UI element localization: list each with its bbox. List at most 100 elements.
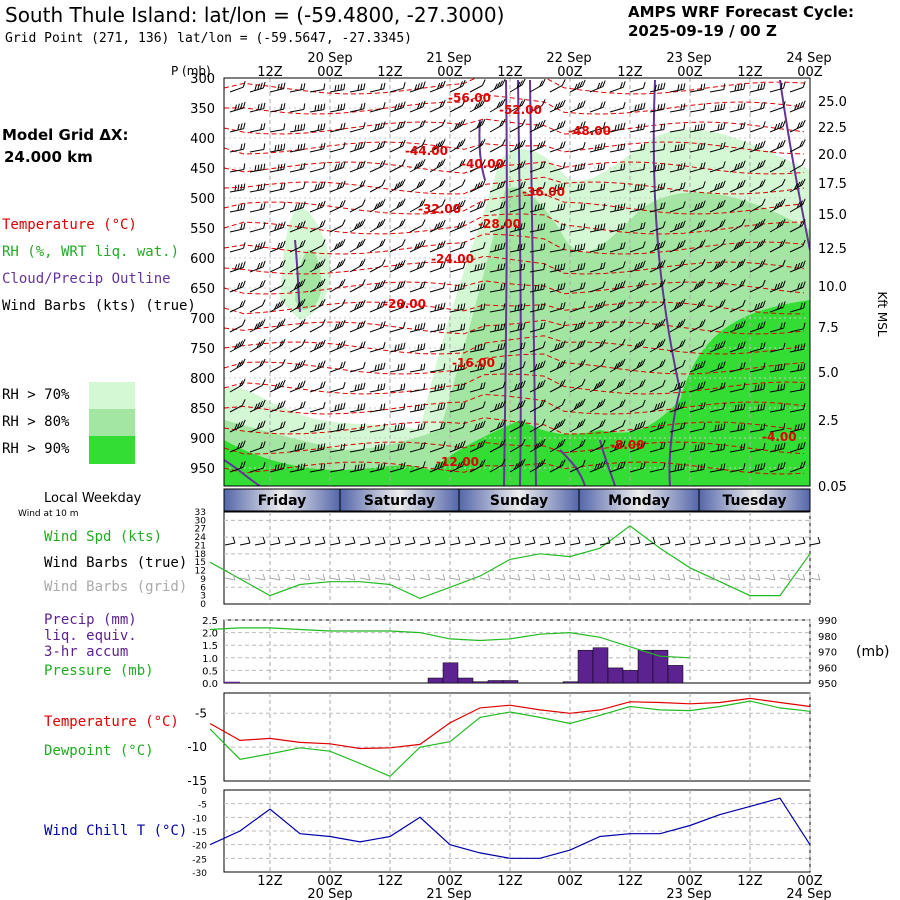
grid-wind-barb-flag xyxy=(397,573,401,581)
kft-tick-label: 12.5 xyxy=(818,242,847,257)
wind-barb xyxy=(409,383,426,393)
wind-barb xyxy=(369,179,386,193)
wind-barb xyxy=(749,423,766,433)
wind-barb xyxy=(509,399,526,413)
wind-barb xyxy=(629,441,646,453)
wind-barb xyxy=(689,298,706,313)
wind-barb xyxy=(469,118,486,133)
rh-shading-4 xyxy=(224,300,810,486)
wind-barb xyxy=(609,222,626,233)
wind-barb xyxy=(269,421,286,433)
wind-barb xyxy=(769,101,786,113)
grid-wind-barb-flag xyxy=(412,573,416,581)
wind-barb xyxy=(749,102,766,113)
wind-barb xyxy=(469,221,486,233)
wind-barb xyxy=(449,402,466,413)
wind-barb xyxy=(669,463,686,473)
temp-contour-label: -20.00 xyxy=(383,297,426,311)
wind-barb xyxy=(289,220,306,233)
wind-barb xyxy=(769,139,786,153)
wind-barb xyxy=(409,363,426,373)
temp-contour-label: -24.00 xyxy=(431,252,474,266)
wind-barb xyxy=(629,202,646,213)
wind-barb xyxy=(269,338,286,353)
grid-wind-barb xyxy=(269,577,281,581)
wind-barb xyxy=(469,79,486,93)
wind-barb xyxy=(489,118,506,133)
wind-barb xyxy=(249,183,266,193)
wind-barb xyxy=(749,121,766,133)
grid-wind-barb-flag xyxy=(562,573,566,581)
wind-barb xyxy=(649,338,666,353)
wind-barb xyxy=(349,361,366,373)
wind-barb xyxy=(729,238,746,253)
wind-barb xyxy=(329,238,346,253)
wind-barb xyxy=(769,120,786,133)
wind-barb xyxy=(729,160,746,173)
wind-barb xyxy=(529,283,546,293)
wind-barb xyxy=(469,179,486,193)
wind-barb xyxy=(709,180,726,193)
wind-barb xyxy=(369,102,386,113)
wind-barb xyxy=(329,278,346,293)
wind-barb xyxy=(489,263,506,273)
grid-wind-barb xyxy=(524,577,536,581)
surface-wind-barb-flag xyxy=(592,536,596,544)
surface-wind-barb-flag xyxy=(412,536,416,544)
surface-wind-barb xyxy=(284,542,296,546)
wind-barb xyxy=(329,361,346,373)
wind-barb xyxy=(489,362,506,373)
wind-barb xyxy=(689,443,706,453)
wind-barb xyxy=(289,298,306,313)
wind-barb xyxy=(729,423,746,433)
wind-barb xyxy=(749,238,766,253)
wind-barb xyxy=(449,382,466,393)
wind-barb xyxy=(469,323,486,333)
grid-wind-barb xyxy=(494,577,506,581)
pressure-axis-title: P (mb) xyxy=(171,64,211,78)
wind-barb xyxy=(449,343,466,353)
wind-barb xyxy=(349,403,366,413)
wind-barb xyxy=(769,82,786,93)
bottom-date-label: 20 Sep xyxy=(307,887,352,900)
wind-barb xyxy=(549,223,566,233)
top-hour-label: 00Z xyxy=(557,65,583,80)
wind-barb xyxy=(449,363,466,373)
temperature-contour xyxy=(224,233,805,255)
wind-barb xyxy=(609,101,626,113)
wind-barb xyxy=(249,318,266,333)
weekday-label: Local Weekday xyxy=(44,491,142,506)
wind-barb xyxy=(689,162,706,173)
wind-barb xyxy=(389,139,406,153)
wind-barb xyxy=(489,221,506,233)
wind-barb xyxy=(309,181,326,193)
wind-barb xyxy=(709,219,726,233)
temperature-contour xyxy=(224,461,805,475)
wind-barb xyxy=(669,359,686,373)
wind-barb xyxy=(529,119,546,133)
surface-wind-barb xyxy=(749,542,761,546)
wind-barb xyxy=(349,102,366,113)
wind-barb xyxy=(249,241,266,253)
wind-barb xyxy=(229,358,246,373)
temp-contour-label: -44.00 xyxy=(405,144,448,158)
wind-barb xyxy=(469,138,486,153)
weekday-label-saturday: Saturday xyxy=(364,493,435,509)
pressure-tick-label: 550 xyxy=(190,222,215,237)
legend-temperature: Temperature (°C) xyxy=(2,217,137,233)
wind-barb xyxy=(509,283,526,293)
wind-barb xyxy=(269,163,286,173)
top-date-label: 24 Sep xyxy=(786,51,831,66)
legend-cloud-outline: Cloud/Precip Outline xyxy=(2,271,171,287)
wind-barb xyxy=(749,198,766,213)
grid-wind-barb xyxy=(554,577,566,581)
top-hour-label: 00Z xyxy=(317,65,343,80)
surface-wind-barb-flag xyxy=(757,536,761,544)
wind-barb xyxy=(429,80,446,93)
wind-barb xyxy=(569,359,586,373)
wind-barb xyxy=(609,242,626,253)
wind-barb xyxy=(269,379,286,393)
temperature-contour xyxy=(224,176,805,195)
weekday-label-monday: Monday xyxy=(608,493,670,509)
wind-barb xyxy=(709,199,726,213)
